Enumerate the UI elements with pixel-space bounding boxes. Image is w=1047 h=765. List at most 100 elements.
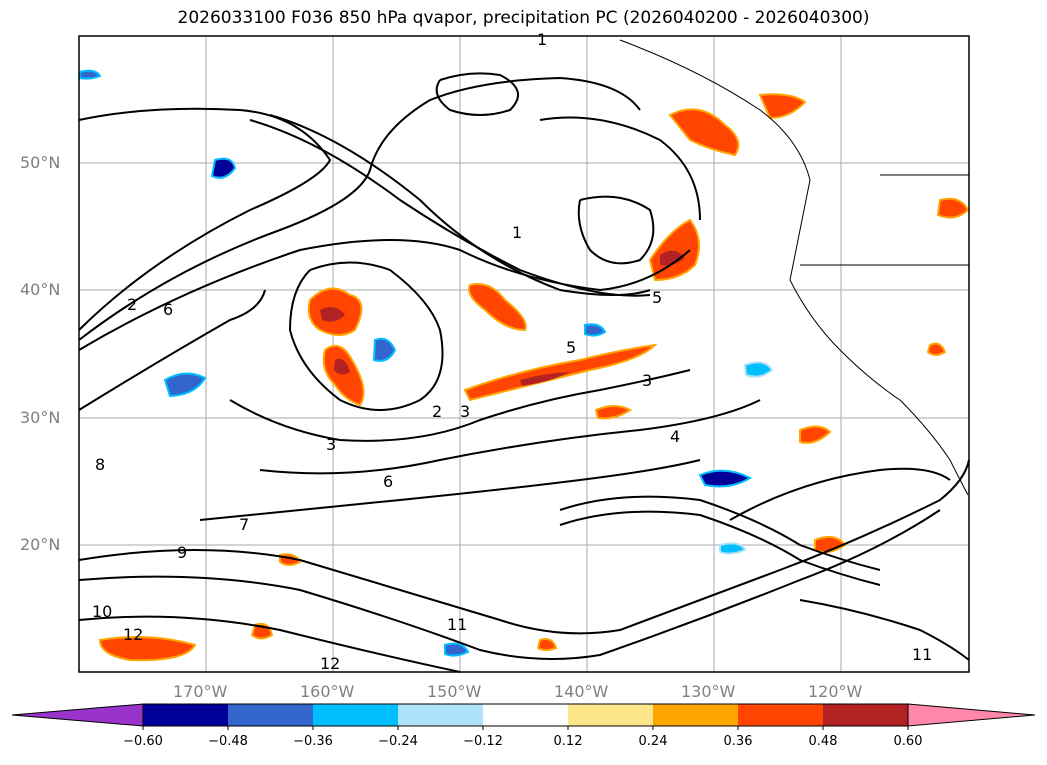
neg-blob (719, 542, 747, 555)
contour-label: 10 (92, 602, 112, 621)
contour-label: 5 (566, 338, 576, 357)
neg-blob (210, 157, 237, 179)
contour-label: 11 (912, 645, 932, 664)
contour-label: 4 (670, 427, 680, 446)
colorbar-tick-label: −0.48 (208, 734, 248, 749)
precip-blob (322, 344, 365, 407)
precip-negative-areas (79, 69, 774, 657)
contour-line (78, 459, 970, 635)
precip-blob (536, 638, 558, 651)
contour-line (199, 459, 701, 521)
precip-blob (926, 342, 947, 356)
precip-blob (594, 405, 632, 420)
precip-blob (758, 93, 807, 120)
neg-blob (444, 642, 470, 657)
contour-label: 6 (163, 300, 173, 319)
contour-label: 11 (447, 615, 467, 634)
contour-label: 1 (537, 30, 547, 49)
contour-label: 9 (177, 543, 187, 562)
contour-line (78, 76, 641, 341)
contour-line (435, 72, 519, 116)
colorbar-tick-label: 0.24 (638, 734, 668, 749)
contour-label: 5 (652, 288, 662, 307)
colorbar-segment (313, 704, 398, 726)
neg-blob (372, 337, 397, 362)
colorbar-extend-high (907, 703, 1036, 727)
contour-line (78, 615, 461, 673)
contour-line (729, 467, 951, 521)
contour-line (259, 399, 761, 475)
colorbar-tick-label: 0.60 (893, 734, 923, 749)
lon-label-160: 160°W (300, 682, 355, 701)
contour-line (577, 195, 655, 265)
precip-blob (98, 635, 197, 662)
lon-label-120: 120°W (808, 682, 863, 701)
contour-line (559, 510, 881, 586)
qvapor-contours (78, 72, 970, 673)
map-border (78, 35, 970, 673)
precip-blob (668, 108, 740, 157)
contour-label: 8 (95, 455, 105, 474)
contour-line (78, 239, 691, 351)
colorbar-segment (143, 704, 228, 726)
colorbar-segment (738, 704, 823, 726)
neg-blob (584, 323, 607, 337)
lon-label-130: 130°W (681, 682, 736, 701)
precip-core (660, 250, 685, 266)
lon-label-140: 140°W (554, 682, 609, 701)
contour-line (559, 495, 881, 571)
contour-line (249, 119, 651, 297)
contour-line (539, 116, 701, 221)
lat-label-50: 50°N (20, 153, 61, 172)
contour-line (229, 369, 691, 442)
map-frame (79, 36, 969, 672)
coastline (619, 39, 969, 496)
colorbar-tick-label: −0.36 (293, 734, 333, 749)
precip-core (334, 358, 350, 375)
colorbar-tick-label: −0.60 (123, 734, 163, 749)
contour-label: 2 (432, 402, 442, 421)
lat-label-20: 20°N (20, 535, 61, 554)
contour-label: 3 (642, 371, 652, 390)
colorbar-segment (823, 704, 908, 726)
colorbar-segment (653, 704, 738, 726)
contour-label: 2 (127, 295, 137, 314)
contour-label: 7 (239, 515, 249, 534)
precip-positive-areas (98, 93, 970, 662)
precip-core (520, 372, 570, 386)
lat-label-40: 40°N (20, 280, 61, 299)
colorbar-outline (142, 703, 909, 727)
contour-line (78, 509, 941, 660)
contour-label: 3 (326, 435, 336, 454)
colorbar-extend-low (11, 703, 144, 727)
colorbar-tick-label: −0.12 (463, 734, 503, 749)
precip-blob (936, 197, 970, 219)
contour-line (799, 599, 970, 661)
map-title: 2026033100 F036 850 hPa qvapor, precipit… (177, 8, 870, 28)
contour-line (288, 261, 444, 411)
contour-label: 6 (383, 472, 393, 491)
contour-label: 1 (512, 223, 522, 242)
neg-blob (79, 69, 102, 80)
colorbar-tick-label: 0.36 (723, 734, 753, 749)
contour-line (78, 289, 266, 411)
contour-label: 12 (320, 654, 340, 673)
neg-blob (698, 469, 753, 488)
precip-blob (463, 343, 658, 402)
precip-blob (468, 283, 527, 332)
lon-label-170: 170°W (173, 682, 228, 701)
contour-label-group: 1 1 2 2 3 3 3 4 5 5 6 6 7 8 9 10 11 11 1… (92, 30, 932, 673)
colorbar-tick-label: 0.12 (553, 734, 583, 749)
colorbar-tick-label: 0.48 (808, 734, 838, 749)
coast-west (619, 39, 969, 496)
precip-blob (799, 425, 832, 444)
colorbar-segment (228, 704, 313, 726)
contour-line (269, 114, 651, 296)
neg-blob (163, 372, 207, 398)
lat-label-30: 30°N (20, 408, 61, 427)
colorbar-segment (398, 704, 483, 726)
colorbar-tick-label: −0.24 (378, 734, 418, 749)
contour-label: 12 (123, 625, 143, 644)
contour-label: 3 (460, 402, 470, 421)
